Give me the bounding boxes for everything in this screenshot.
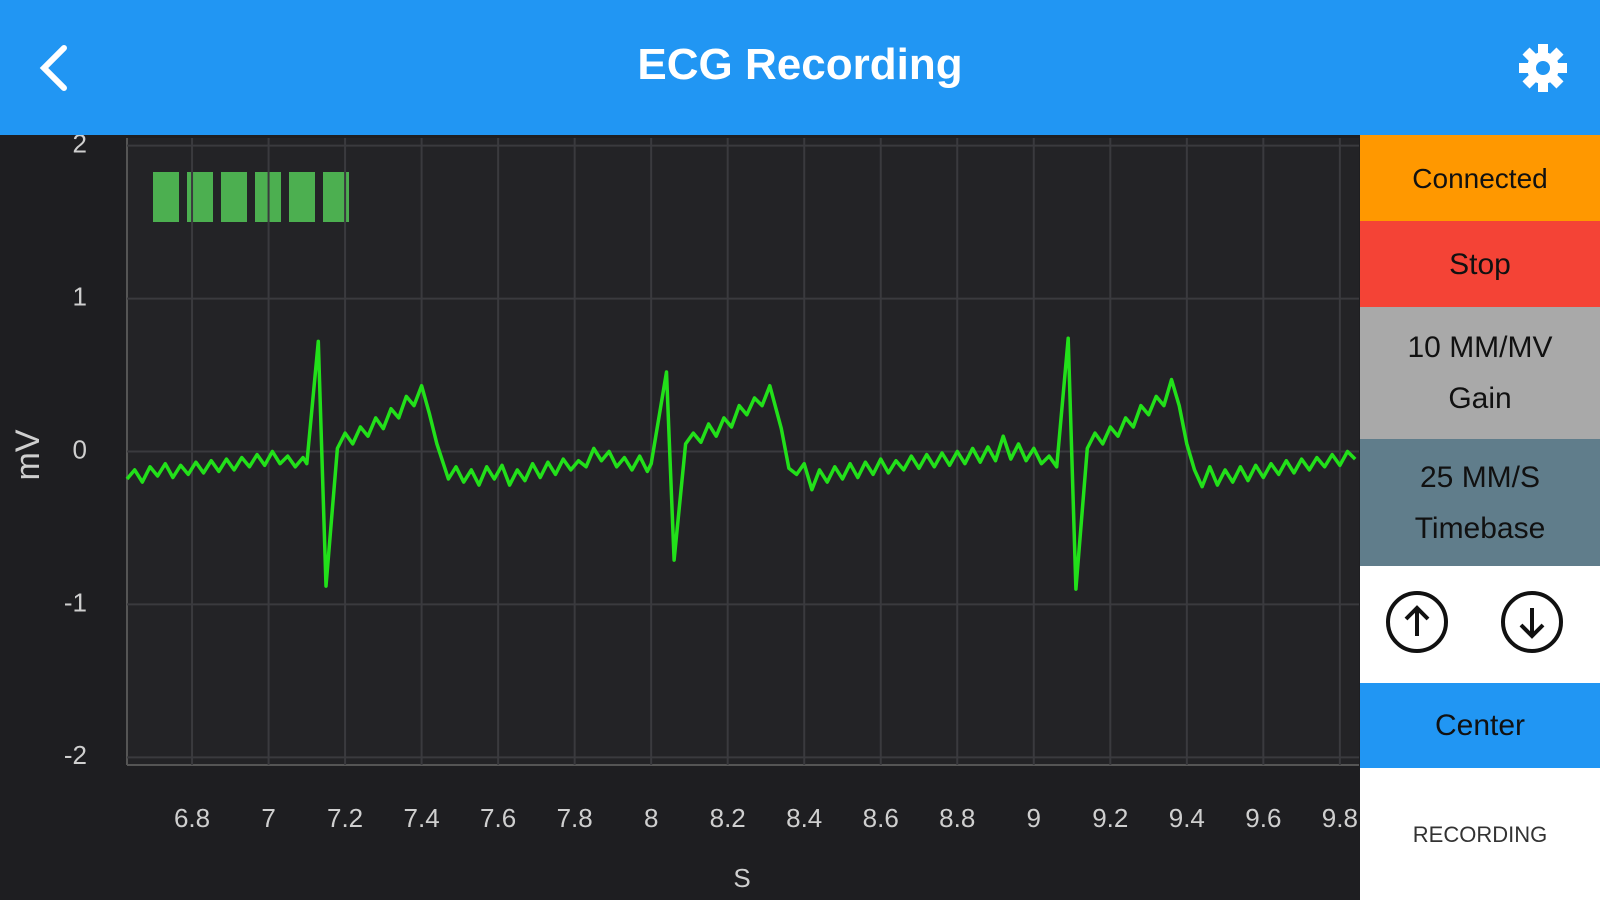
x-tick-label: 6.8 bbox=[174, 803, 210, 833]
center-button[interactable]: Center bbox=[1360, 683, 1600, 768]
settings-button[interactable] bbox=[1518, 43, 1568, 93]
x-tick-label: 9.8 bbox=[1322, 803, 1358, 833]
x-tick-label: 9.2 bbox=[1092, 803, 1128, 833]
up-button[interactable] bbox=[1385, 590, 1449, 654]
x-tick-label: 7 bbox=[261, 803, 275, 833]
x-tick-label: 9.6 bbox=[1245, 803, 1281, 833]
x-tick-label: 9 bbox=[1027, 803, 1041, 833]
app-bar: ECG Recording bbox=[0, 0, 1600, 135]
back-button[interactable] bbox=[34, 42, 74, 94]
control-panel: Connected Stop 10 MM/MV Gain 25 MM/S Timeb… bbox=[1360, 135, 1600, 900]
mode: RECORDING bbox=[1412, 821, 1548, 847]
x-tick-label: 8.2 bbox=[710, 803, 746, 833]
gain-button[interactable]: 10 MM/MV Gain bbox=[1360, 307, 1600, 439]
stop-label: Stop bbox=[1449, 247, 1511, 281]
gain-label: Gain bbox=[1448, 382, 1512, 415]
x-axis-label: S bbox=[733, 863, 750, 893]
x-tick-label: 8.8 bbox=[939, 803, 975, 833]
chart: S mV 2 1 0 -1 -2 6.8 7 7.2 7.4 7.6 7.8 8 8.2 8.4 8.6 8.… bbox=[9, 135, 1359, 893]
down-button[interactable] bbox=[1500, 590, 1564, 654]
gain-value: 10 MM/MV bbox=[1407, 331, 1553, 364]
x-tick-label: 7.8 bbox=[557, 803, 593, 833]
y-tick-label: -2 bbox=[64, 740, 87, 770]
stop-button[interactable]: Stop bbox=[1360, 221, 1600, 307]
y-tick-label: -1 bbox=[64, 587, 87, 617]
timebase-value: 25 MM/S bbox=[1419, 460, 1541, 494]
x-tick-label: 8.4 bbox=[786, 803, 822, 833]
title: ECG Recording bbox=[637, 40, 963, 89]
ecg-trace bbox=[125, 336, 1357, 591]
x-tick-label: 7.2 bbox=[327, 803, 363, 833]
y-tick-label: 2 bbox=[73, 135, 87, 159]
x-tick-label: 8.6 bbox=[863, 803, 899, 833]
y-tick-label: 0 bbox=[73, 434, 87, 464]
x-tick-label: 8 bbox=[644, 803, 658, 833]
mode-indicator: RECORDING bbox=[1360, 768, 1600, 900]
timebase-button[interactable]: 25 MM/S Timebase bbox=[1360, 439, 1600, 566]
status-button[interactable]: Connected bbox=[1360, 135, 1600, 221]
y-axis-label: mV bbox=[9, 429, 47, 480]
x-tick-label: 7.4 bbox=[404, 803, 440, 833]
timebase-label: Timebase bbox=[1414, 511, 1546, 545]
x-tick-label: 9.4 bbox=[1169, 803, 1205, 833]
status: Connected bbox=[1412, 162, 1548, 194]
x-tick-label: 7.6 bbox=[480, 803, 516, 833]
y-tick-label: 1 bbox=[73, 281, 87, 311]
center-label: Center bbox=[1434, 709, 1526, 742]
